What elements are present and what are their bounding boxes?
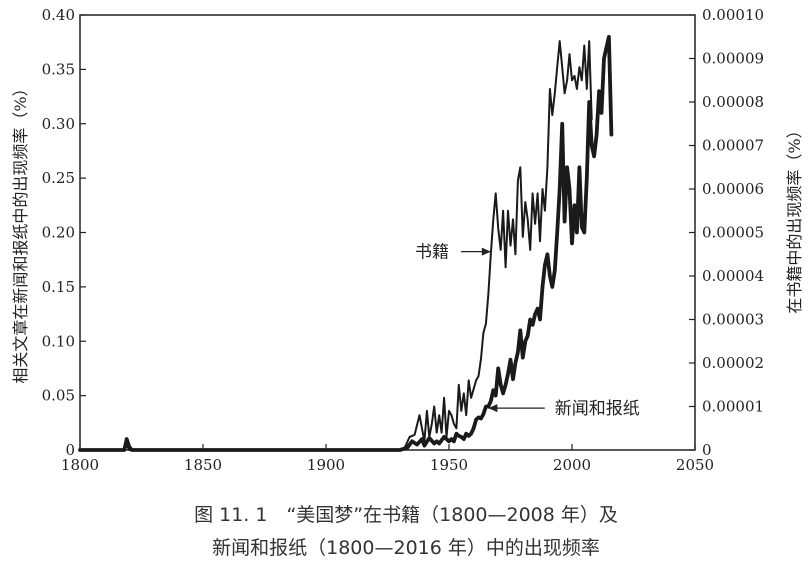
x-axis: 1800 1850 1900 1950 2000 2050: [61, 444, 714, 474]
y-right-tick-label: 0.00008: [702, 93, 764, 111]
x-tick-label: 1900: [307, 456, 345, 474]
y-left-tick-label: 0.35: [42, 60, 75, 78]
y-left-tick-label: 0.30: [42, 115, 75, 133]
x-tick-label: 1800: [61, 456, 99, 474]
y-axis-left-title: 相关文章在新闻和报纸中的出现频率（%）: [11, 80, 30, 383]
y-left-tick-label: 0.15: [42, 278, 75, 296]
y-left-tick-label: 0.20: [42, 224, 75, 242]
annotation-arrowhead: [488, 404, 498, 413]
series-line-books: [79, 40, 593, 451]
series-line-newspapers: [78, 34, 614, 452]
y-axis-right: 0 0.00001 0.00002 0.00003 0.00004 0.00005 0.00…: [689, 6, 764, 459]
annotation-label: 新闻和报纸: [555, 399, 640, 419]
y-right-tick-label: 0.00001: [702, 398, 764, 416]
x-tick-label: 1950: [430, 456, 468, 474]
y-axis-left: 0 0.05 0.10 0.15 0.20 0.25 0.30 0.35 0.40: [42, 6, 86, 459]
y-right-tick-label: 0.00002: [702, 354, 764, 372]
y-right-tick-label: 0: [702, 441, 712, 459]
y-left-tick-label: 0.05: [42, 387, 75, 405]
annotation-arrowhead: [481, 247, 491, 256]
y-left-tick-label: 0.40: [42, 6, 75, 24]
x-tick-label: 2050: [676, 456, 714, 474]
x-tick-label: 2000: [553, 456, 591, 474]
y-right-tick-label: 0.00005: [702, 224, 764, 242]
y-left-tick-label: 0: [65, 441, 75, 459]
figure-caption-line-1: 图 11. 1 “美国梦”在书籍（1800—2008 年）及: [194, 504, 618, 526]
y-left-tick-label: 0.10: [42, 332, 75, 350]
annotation-label: 书籍: [415, 243, 449, 263]
y-right-tick-label: 0.00003: [702, 311, 764, 329]
y-left-tick-label: 0.25: [42, 169, 75, 187]
y-right-tick-label: 0.00009: [702, 50, 764, 68]
figure-caption-line-2: 新闻和报纸（1800—2016 年）中的出现频率: [212, 537, 600, 559]
y-right-tick-label: 0.00010: [702, 6, 764, 24]
y-axis-right-title: 在书籍中的出现频率（%）: [785, 122, 804, 313]
x-tick-label: 1850: [184, 456, 222, 474]
y-right-tick-label: 0.00004: [702, 267, 764, 285]
y-right-tick-label: 0.00006: [702, 180, 764, 198]
chart: 1800 1850 1900 1950 2000 2050 0 0.05 0.10 0.15 0.…: [11, 6, 804, 474]
series-layer: [78, 34, 614, 452]
y-right-tick-label: 0.00007: [702, 137, 764, 155]
